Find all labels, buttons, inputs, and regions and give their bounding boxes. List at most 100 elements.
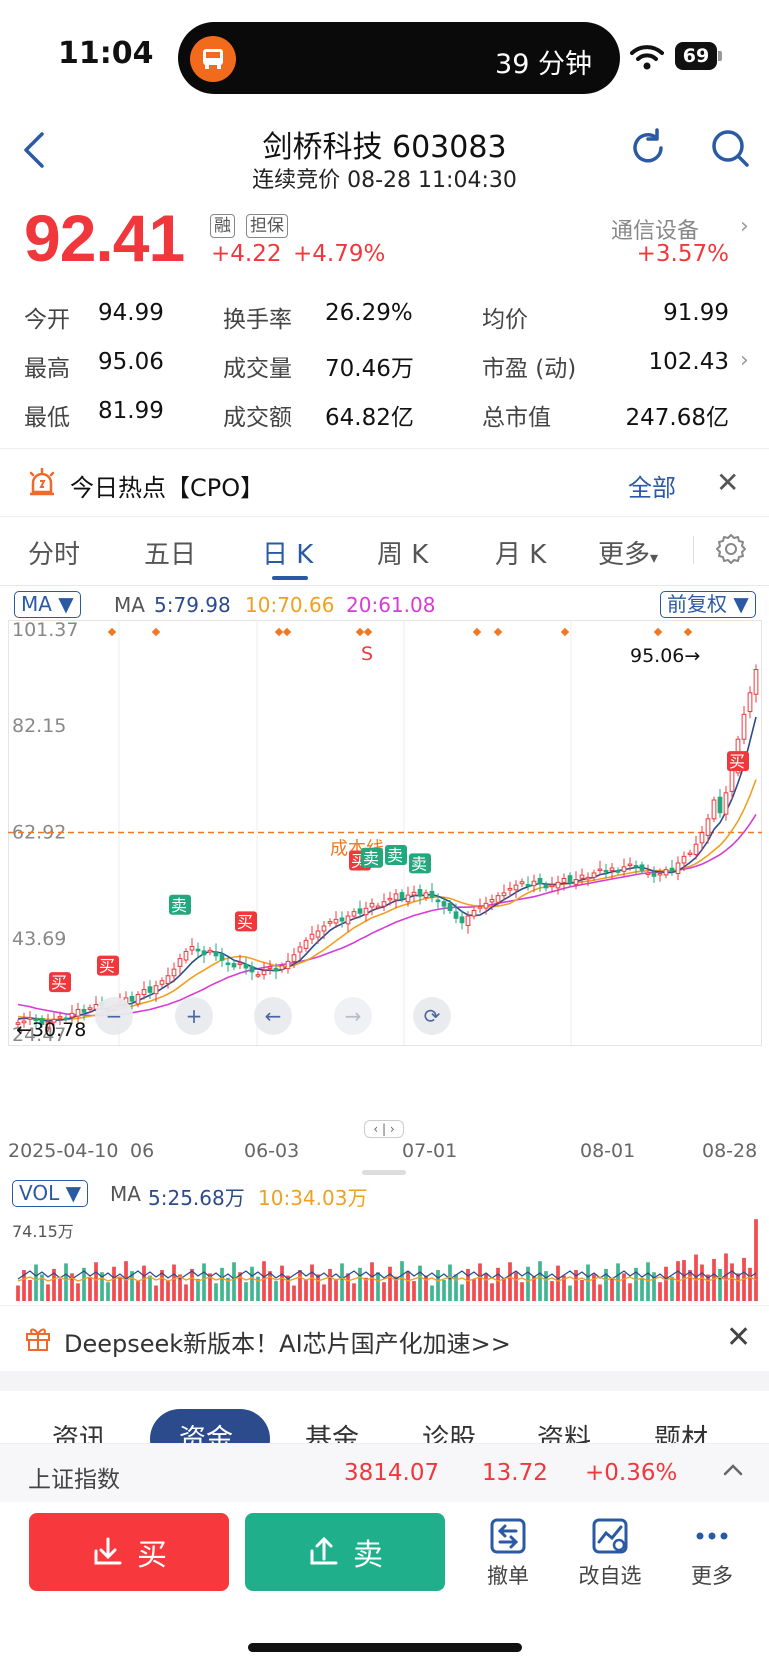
sell-button[interactable]: 卖 <box>245 1513 445 1591</box>
search-button[interactable] <box>710 128 750 172</box>
candle-body <box>477 906 483 909</box>
volume-bar <box>40 1274 44 1301</box>
y-tick-label: 101.37 <box>12 620 78 641</box>
tab-diagnosis[interactable]: 诊股 <box>422 1424 476 1443</box>
guarantee-tag[interactable]: 担保 <box>246 214 288 238</box>
gear-icon[interactable] <box>714 532 748 570</box>
candle-body <box>615 870 621 873</box>
zoom-in-icon: + <box>186 1004 203 1028</box>
volume-bar <box>640 1277 644 1301</box>
promo-text[interactable]: Deepseek新版本！AI芯片国产化加速>> <box>64 1330 511 1358</box>
promo-banner[interactable]: Deepseek新版本！AI芯片国产化加速>> ✕ <box>0 1305 769 1371</box>
volume-bar <box>592 1274 596 1301</box>
ma5-value: 5:79.98 <box>154 593 231 617</box>
indicator-selector[interactable]: MA ▼ <box>14 591 81 618</box>
candle-body <box>45 1021 51 1028</box>
more-button[interactable]: 更多 <box>672 1516 752 1590</box>
tab-themes[interactable]: 题材 <box>654 1424 708 1443</box>
tab-funds-flow[interactable]: 资金 <box>179 1424 233 1443</box>
home-indicator[interactable] <box>248 1643 522 1652</box>
buy-button[interactable]: 买 <box>29 1513 229 1591</box>
volume-selector[interactable]: VOL ▼ <box>12 1180 88 1207</box>
tab-funds[interactable]: 基金 <box>305 1424 359 1443</box>
tab-intraday[interactable]: 分时 <box>28 540 81 570</box>
volume-chart[interactable] <box>8 1205 762 1301</box>
zoom-in-button <box>175 997 213 1035</box>
candle-body <box>537 877 543 884</box>
volume-bar <box>220 1267 224 1301</box>
tab-more[interactable]: 更多▾ <box>598 534 658 571</box>
close-icon[interactable]: ✕ <box>726 1320 752 1355</box>
candle-body <box>321 925 327 932</box>
buy-signal-label: 买 <box>729 752 745 771</box>
volume-bar <box>688 1270 692 1301</box>
sector-link[interactable]: 通信设备 <box>610 219 699 244</box>
candle-body <box>675 862 681 875</box>
volume-bar <box>232 1262 236 1301</box>
volume-bar <box>550 1281 554 1301</box>
stat-amount: 64.82亿 <box>325 405 414 431</box>
zoom-controls: − + ← → ⟳ <box>95 997 451 1035</box>
candle-body <box>279 965 285 970</box>
tab-profile[interactable]: 资料 <box>537 1424 591 1443</box>
margin-tag[interactable]: 融 <box>210 214 235 238</box>
volume-bar <box>544 1271 548 1301</box>
zoom-out-button <box>95 997 133 1035</box>
candle-body <box>585 876 591 880</box>
tab-five-day[interactable]: 五日 <box>144 540 197 570</box>
chart-drag-handle[interactable]: ‹ | › <box>364 1120 404 1138</box>
kline-chart[interactable]: 101.3782.1562.9243.6924.47 S 成本线 买买卖买买卖卖… <box>8 620 762 1120</box>
hotspot-all-link[interactable]: 全部 <box>628 474 676 502</box>
trade-signals: 买买卖买买卖卖卖买卖 <box>49 751 749 993</box>
chevron-right-icon[interactable]: › <box>740 214 749 239</box>
sell-label: 卖 <box>353 1538 383 1573</box>
gift-icon <box>24 1324 52 1356</box>
adjust-selector[interactable]: 前复权 ▼ <box>660 591 756 618</box>
candle-body <box>153 985 159 995</box>
stat-pe[interactable]: 102.43 <box>648 349 729 375</box>
index-value: 3814.07 <box>344 1460 440 1486</box>
volume-bar <box>400 1261 404 1301</box>
volume-bar <box>496 1267 500 1301</box>
volume-bar <box>322 1284 326 1301</box>
tab-daily-k[interactable]: 日 K <box>262 540 314 570</box>
volume-bar <box>280 1265 284 1301</box>
candle-body <box>423 892 429 899</box>
volume-bar <box>406 1271 410 1301</box>
stat-label: 成交量 <box>223 356 292 382</box>
candle-body <box>543 884 549 889</box>
volume-bar <box>634 1267 638 1301</box>
edit-watchlist-button[interactable]: 改自选 <box>570 1516 650 1590</box>
volume-ma-lines <box>17 1270 757 1282</box>
event-marker <box>151 627 161 637</box>
close-icon[interactable]: ✕ <box>716 466 740 499</box>
chart-edit-icon <box>592 1518 628 1554</box>
chevron-up-icon[interactable] <box>722 1458 744 1483</box>
hotspot-text[interactable]: 今日热点【CPO】 <box>70 474 265 502</box>
back-button[interactable] <box>18 128 50 172</box>
chevron-right-icon[interactable]: › <box>740 348 749 373</box>
volume-bar <box>208 1273 212 1301</box>
tab-monthly-k[interactable]: 月 K <box>495 540 547 570</box>
pane-resize-handle[interactable] <box>362 1170 406 1175</box>
candle-body <box>15 1022 21 1025</box>
refresh-button[interactable] <box>628 128 668 172</box>
more-dots-icon <box>696 1532 728 1540</box>
event-marker <box>683 627 693 637</box>
volume-bar <box>670 1276 674 1301</box>
cancel-order-button[interactable]: 撤单 <box>468 1516 548 1590</box>
scroll-left-icon: ← <box>265 1004 282 1028</box>
tab-weekly-k[interactable]: 周 K <box>377 540 429 570</box>
buy-arrow-icon <box>94 1537 122 1565</box>
volume-bar <box>364 1277 368 1301</box>
candle-body <box>315 930 321 938</box>
buy-signal-label: 买 <box>237 912 253 931</box>
index-ticker[interactable]: 上证指数 3814.07 13.72 +0.36% <box>0 1443 769 1502</box>
candle-body <box>681 855 687 864</box>
dynamic-island[interactable]: 39 分钟 <box>178 22 620 94</box>
ma20-path <box>17 813 757 1017</box>
volume-bar <box>76 1283 80 1301</box>
candle-body <box>249 966 255 973</box>
tab-news[interactable]: 资讯 <box>52 1424 106 1443</box>
ma10-value: 10:70.66 <box>245 593 335 617</box>
